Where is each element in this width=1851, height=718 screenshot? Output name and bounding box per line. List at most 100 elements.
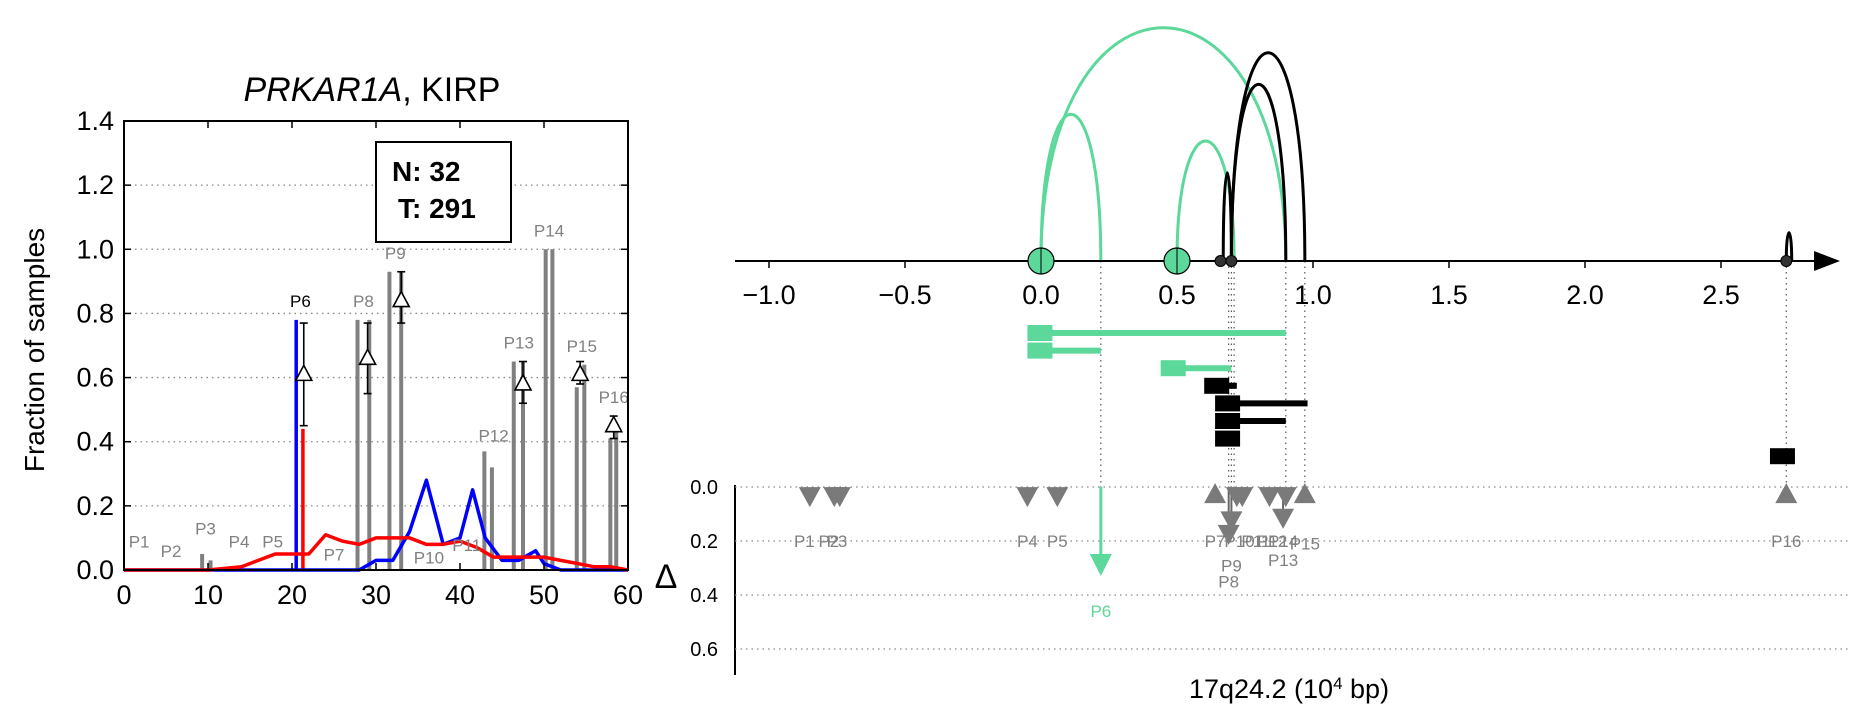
green-segment-block: [1027, 325, 1053, 341]
peak-label: P10: [414, 549, 444, 568]
delta-triangle: [1274, 487, 1297, 508]
triangle-label: P1: [794, 532, 815, 551]
peak-label: P16: [599, 388, 629, 407]
y-tick-label: 0.0: [76, 555, 114, 585]
delta-triangle: [1220, 511, 1243, 532]
delta-triangle: [1217, 524, 1240, 545]
delta-plot: 0.0 0.2 0.4 0.6: [690, 477, 1851, 675]
delta-marker: [391, 289, 411, 308]
delta-marker: [294, 363, 314, 382]
y-tick-label: 0.6: [76, 363, 114, 393]
delta-marker: [570, 363, 590, 382]
triangle-label: P11: [1241, 532, 1270, 551]
triangle-label: P5: [1047, 532, 1068, 551]
delta-triangle: [1272, 508, 1295, 529]
delta-triangle: [1775, 483, 1798, 504]
peak-labels: P1 P2 P3 P4 P5 P6 P7 P8 P9 P10 P11 P12 P13 P14 P15 P16: [129, 221, 629, 567]
y-tick-label: 0.8: [76, 298, 114, 328]
peak-label: P5: [262, 533, 283, 552]
triangle-label: P4: [1017, 532, 1038, 551]
delta-triangle: [1293, 483, 1316, 504]
x-tick-label: 2.5: [1702, 280, 1740, 310]
triangle-label: P13: [1268, 551, 1298, 570]
x-tick-label: 50: [529, 580, 559, 610]
x-tick-label: 30: [361, 580, 391, 610]
arcs: [1039, 26, 1794, 262]
legend-box: N: 32 T: 291: [375, 141, 512, 243]
black-arc: [1784, 231, 1794, 262]
triangle-label: P10: [1224, 532, 1254, 551]
delta-tick-label: 0.4: [690, 585, 718, 607]
delta-axis-label: Δ: [655, 558, 678, 596]
triangle-label: P16: [1771, 532, 1801, 551]
black-arc: [1229, 51, 1307, 262]
legend-n: N: 32: [392, 156, 460, 187]
delta-marker: [604, 414, 624, 433]
peak-label: P6: [290, 292, 311, 311]
delta-marker: [513, 373, 533, 391]
delta-triangle: [798, 487, 821, 508]
delta-triangle: [1258, 487, 1281, 508]
chart-title-rest: , KIRP: [402, 71, 500, 109]
peak-label: P12: [478, 427, 508, 446]
breakpoint-dot: [1214, 255, 1227, 267]
black-segment-block: [1215, 413, 1241, 429]
green-segment-block: [1160, 360, 1186, 377]
peak-label: P4: [229, 533, 250, 552]
x-tick-label: 0: [116, 580, 131, 610]
delta-triangle: [1046, 487, 1069, 508]
y-tick-label: 1.2: [76, 170, 114, 200]
triangle-label: P8: [1218, 573, 1239, 592]
peak-label: P15: [567, 337, 597, 356]
y-tick-label: 1.0: [76, 234, 114, 264]
peak-label: P1: [129, 533, 150, 552]
left-chart: PRKAR1A, KIRP Fraction of samples P1 P2 P3…: [19, 71, 643, 610]
chart-title-gene: PRKAR1A: [244, 71, 403, 109]
black-segment-block: [1769, 448, 1795, 465]
x-tick-label: −1.0: [742, 280, 795, 310]
chart-title: PRKAR1A, KIRP: [244, 71, 501, 109]
black-segment-block: [1215, 395, 1241, 412]
legend-t: T: 291: [398, 193, 476, 224]
genome-axis: −1.0 −0.5 0.0 0.5 1.0 1.5 2.0 2.5: [735, 251, 1840, 310]
x-tick-label: −0.5: [878, 280, 931, 310]
triangle-label: P3: [827, 532, 848, 551]
red-line: [124, 532, 629, 572]
peak-label: P11: [452, 536, 481, 555]
x-tick-label: 20: [277, 580, 307, 610]
triangle-label: P14: [1268, 532, 1298, 551]
x-tick-label: 1.5: [1430, 280, 1468, 310]
axis-ticks: 0 10 20 30 40 50 60 0.0 0.2 0.4 0.6 0.8 1.0 1.2 1.4: [76, 106, 643, 610]
delta-tick-label: 0.2: [690, 531, 718, 553]
legend-frame: [375, 141, 512, 243]
axis-arrow: [1814, 251, 1840, 271]
peak-label: P8: [353, 292, 374, 311]
peak-label: P7: [324, 545, 345, 564]
x-tick-label: 0.0: [1022, 280, 1060, 310]
triangle-label: P9: [1221, 556, 1242, 575]
delta-tick-label: 0.6: [690, 639, 718, 661]
peak-label: P3: [195, 520, 216, 539]
black-segment-block: [1204, 377, 1230, 394]
x-axis-label-sup: 4: [1333, 674, 1342, 693]
triangle-label: P2: [818, 532, 839, 551]
error-markers: [294, 270, 624, 440]
delta-triangle: [1231, 487, 1254, 508]
y-gridlines: [124, 184, 628, 507]
peak-label: P9: [385, 244, 406, 263]
x-axis-label: 17q24.2 (104 bp): [1189, 674, 1389, 705]
delta-triangle: [828, 487, 851, 508]
x-tick-label: 40: [445, 580, 475, 610]
peak-label: P14: [534, 221, 564, 240]
delta-arrow-head: [1089, 554, 1112, 576]
right-chart: −1.0 −0.5 0.0 0.5 1.0 1.5 2.0 2.5 0.00.20.40.6 …: [655, 26, 1851, 705]
y-tick-label: 1.4: [76, 106, 114, 136]
triangle-label: P12: [1257, 532, 1287, 551]
black-segment-block: [1215, 430, 1241, 447]
segments: [1027, 325, 1795, 465]
y-tick-label: 0.2: [76, 491, 114, 521]
bars: [200, 249, 619, 570]
x-tick-label: 2.0: [1566, 280, 1604, 310]
